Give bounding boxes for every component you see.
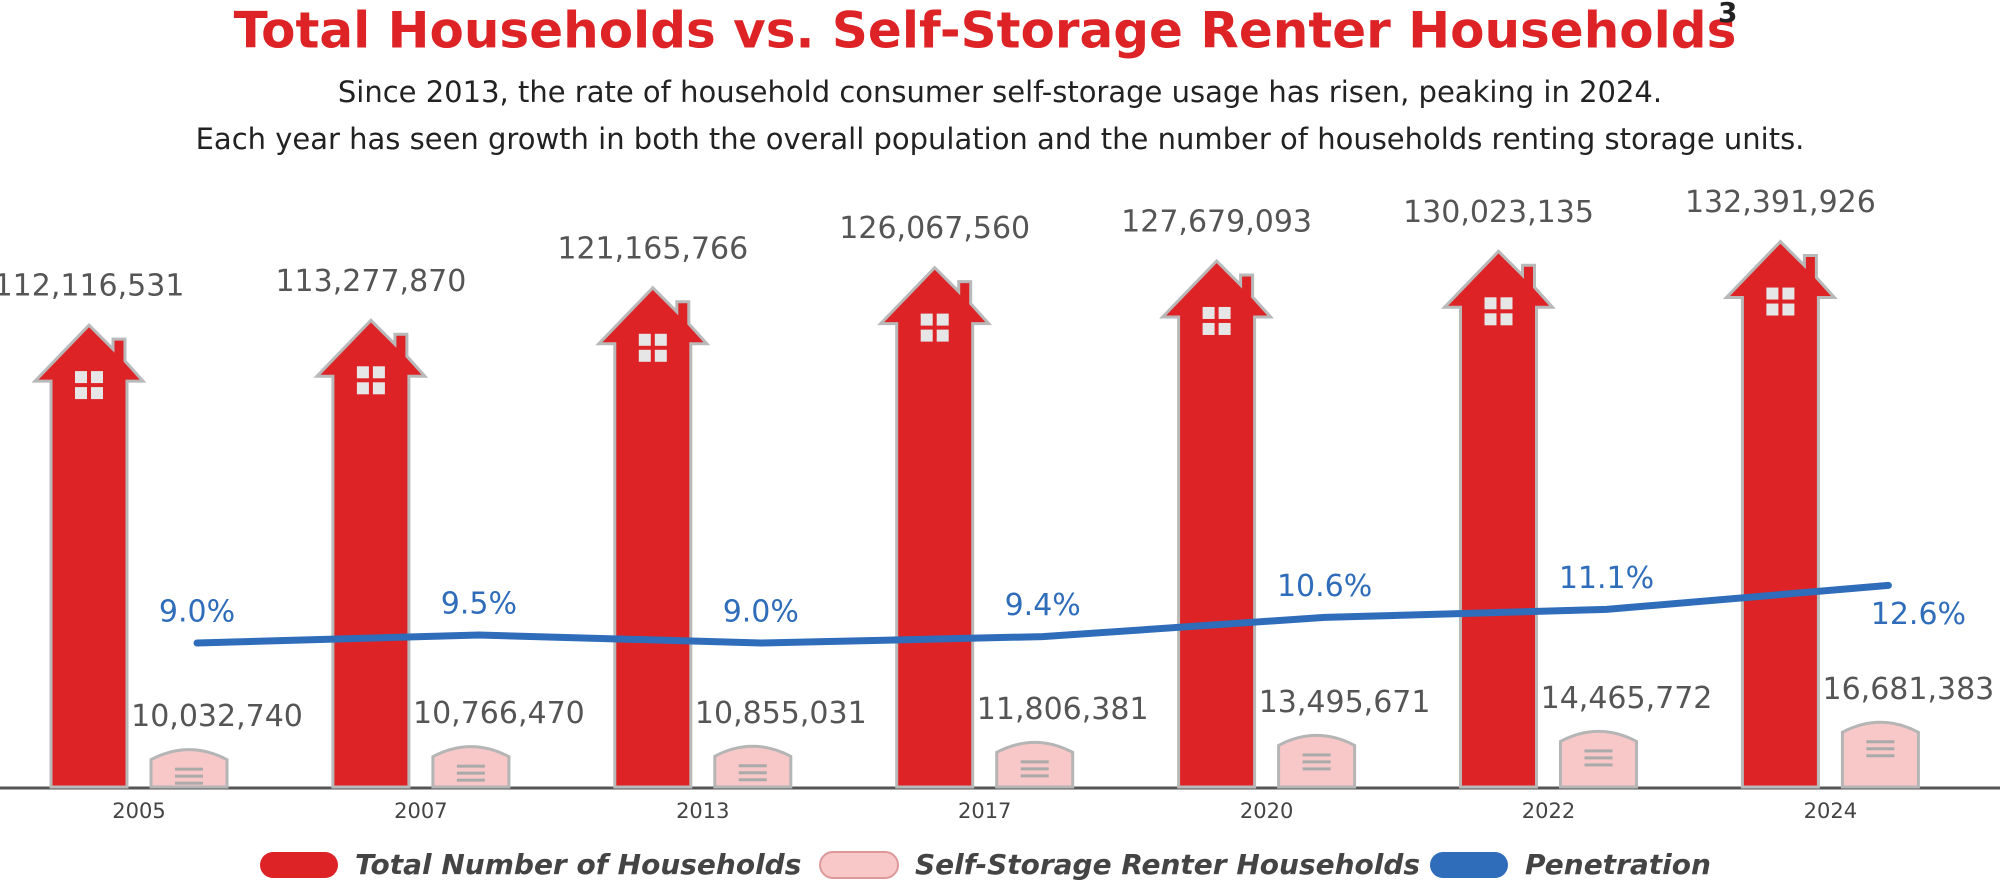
door-line (738, 764, 767, 768)
value-label: 11,806,381 (977, 692, 1149, 727)
subtitle: Each year has seen growth in both the ov… (196, 122, 1805, 156)
value-label: 16,681,383 (1823, 672, 1995, 707)
door-line (175, 781, 203, 785)
window (920, 313, 933, 326)
household-bar (1722, 239, 1838, 789)
window (372, 382, 385, 395)
x-tick-label: 2024 (1804, 799, 1857, 823)
value-label: 9.5% (441, 587, 517, 622)
window (1782, 287, 1795, 300)
legend-swatch (1430, 852, 1508, 878)
window (1484, 297, 1497, 310)
door-line (456, 771, 485, 775)
x-tick-label: 2020 (1240, 799, 1293, 823)
window (75, 387, 87, 400)
x-tick-label: 2022 (1522, 799, 1575, 823)
value-label: 127,679,093 (1121, 204, 1312, 239)
value-label: 9.0% (159, 595, 235, 630)
value-label: 130,023,135 (1403, 195, 1594, 230)
household-bar (313, 318, 429, 789)
legend-swatch (819, 851, 899, 879)
door-line (1866, 747, 1895, 751)
value-label: 132,391,926 (1685, 185, 1876, 220)
window (75, 371, 87, 384)
x-tick-label: 2017 (958, 799, 1011, 823)
value-label: 10,855,031 (695, 696, 867, 731)
value-label: 113,277,870 (275, 264, 466, 299)
value-label: 10,766,470 (413, 696, 585, 731)
window (1484, 313, 1497, 326)
legend-label: Self-Storage Renter Households (915, 848, 1420, 881)
door-line (1302, 760, 1331, 764)
door-line (1020, 774, 1049, 778)
door-line (1302, 767, 1331, 771)
window (654, 349, 667, 362)
legend-label: Penetration (1525, 848, 1711, 881)
window (1218, 322, 1231, 335)
door-line (1020, 767, 1049, 771)
penetration-line (193, 581, 1892, 647)
window (372, 366, 385, 379)
value-label: 10.6% (1277, 569, 1372, 604)
window (638, 333, 651, 346)
door-line (456, 764, 485, 768)
chart-title: Total Households vs. Self-Storage Renter… (234, 2, 1737, 60)
legend-swatch (260, 852, 338, 878)
window (654, 333, 667, 346)
door-line (1866, 740, 1895, 744)
door-line (1584, 749, 1613, 753)
household-bar (595, 285, 711, 789)
household-bar (31, 322, 147, 789)
value-label: 112,116,531 (0, 269, 184, 304)
door-line (175, 767, 203, 771)
window (1500, 313, 1513, 326)
value-label: 121,165,766 (557, 231, 748, 266)
value-label: 14,465,772 (1541, 681, 1713, 716)
household-bar (1440, 249, 1556, 789)
window (638, 349, 651, 362)
window (1766, 303, 1779, 316)
window (91, 371, 103, 384)
value-label: 10,032,740 (131, 699, 303, 734)
value-label: 9.0% (723, 595, 799, 630)
window (356, 382, 369, 395)
window (936, 329, 949, 342)
household-bar (877, 265, 993, 789)
window (1766, 287, 1779, 300)
door-line (1302, 753, 1331, 757)
window (936, 313, 949, 326)
x-tick-label: 2007 (394, 799, 447, 823)
household-bar (1159, 258, 1274, 789)
value-label: 126,067,560 (839, 211, 1030, 246)
window (1782, 303, 1795, 316)
door-line (738, 778, 767, 782)
value-label: 13,495,671 (1259, 685, 1431, 720)
x-tick-label: 2013 (676, 799, 729, 823)
legend-label: Total Number of Households (355, 848, 801, 881)
window (1202, 306, 1215, 319)
door-line (456, 778, 485, 782)
subtitle: Since 2013, the rate of household consum… (338, 75, 1662, 109)
door-line (175, 774, 203, 778)
value-label: 12.6% (1871, 597, 1966, 632)
window (920, 329, 933, 342)
door-line (1020, 760, 1049, 764)
value-label: 9.4% (1005, 588, 1081, 623)
x-tick-label: 2005 (112, 799, 165, 823)
door-line (1866, 754, 1895, 758)
door-line (738, 771, 767, 775)
title-note: 3 (1718, 0, 1737, 29)
door-line (1584, 763, 1613, 767)
window (1202, 322, 1215, 335)
door-line (1584, 756, 1613, 760)
window (1500, 297, 1513, 310)
window (1218, 306, 1231, 319)
value-label: 11.1% (1559, 561, 1654, 596)
renter-bar (995, 740, 1075, 789)
window (356, 366, 369, 379)
window (91, 387, 103, 400)
